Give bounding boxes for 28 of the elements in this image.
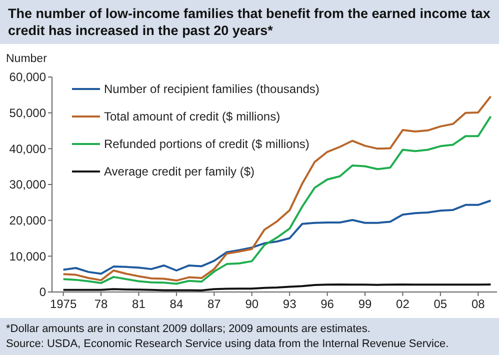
- line-series: [62, 200, 492, 275]
- legend-label: Total amount of credit ($ millions): [104, 110, 280, 124]
- y-tick-label: 40,000: [9, 142, 46, 156]
- x-tick-label: 93: [282, 297, 297, 311]
- x-tick-label: 84: [170, 297, 184, 311]
- x-tick-label: 1975: [50, 297, 77, 311]
- chart-title: The number of low-income families that benefit from the earned income tax credit has increased in the past 20 years*: [8, 6, 491, 38]
- y-tick-label: 10,000: [9, 249, 46, 264]
- x-tick-label: 87: [207, 297, 222, 311]
- y-tick-label: 50,000: [9, 106, 46, 120]
- x-tick-label: 99: [358, 297, 372, 311]
- y-tick-label: 60,000: [9, 70, 46, 84]
- legend-label: Average credit per family ($): [104, 164, 255, 179]
- x-tick-label: 08: [471, 297, 486, 311]
- text: *Dollar amounts are in constant 2009 dollars; 2009 amounts are estimates.: [6, 323, 370, 335]
- x-tick-label: 81: [132, 297, 146, 311]
- x-tick-label: 78: [94, 297, 108, 311]
- x-tick-label: 90: [245, 297, 259, 311]
- y-axis-title: Number: [6, 53, 48, 65]
- legend-label: Number of recipient families (thousands): [104, 82, 320, 96]
- y-tick-label: 30,000: [9, 178, 46, 192]
- source-note: Source: USDA, Economic Research Service using data from the Internal Revenue Service.: [6, 338, 449, 350]
- y-tick-label: 0: [39, 285, 46, 300]
- legend-label: Refunded portions of credit ($ millions): [104, 137, 310, 152]
- x-tick-label: 02: [396, 297, 410, 311]
- x-tick-label: 05: [434, 297, 448, 311]
- y-tick-label: 20,000: [9, 214, 46, 228]
- x-tick-label: 96: [320, 297, 334, 311]
